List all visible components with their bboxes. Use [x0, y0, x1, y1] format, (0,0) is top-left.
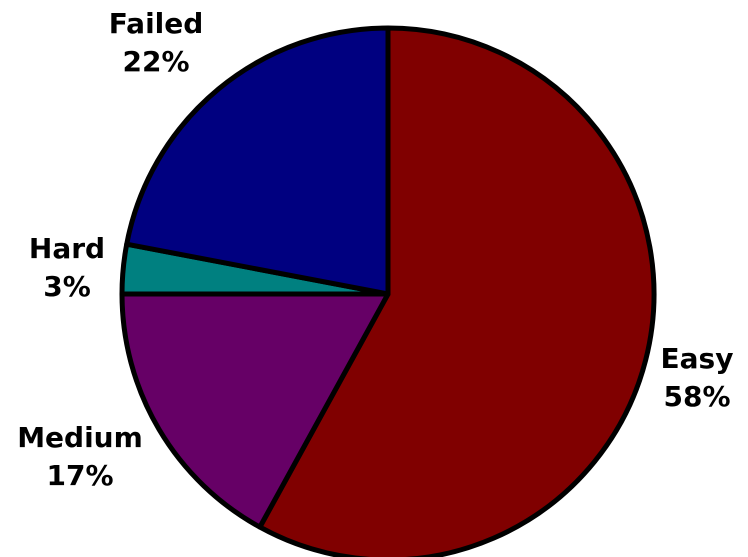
slice-label-hard: Hard 3%	[29, 232, 105, 303]
slice-percent-hard: 3%	[43, 270, 91, 303]
slice-label-easy: Easy 58%	[661, 342, 734, 413]
slice-label-medium: Medium 17%	[17, 421, 143, 492]
slice-name-medium: Medium	[17, 421, 143, 454]
slice-label-failed: Failed 22%	[109, 7, 204, 78]
slice-name-hard: Hard	[29, 232, 105, 265]
slice-percent-failed: 22%	[122, 45, 189, 78]
pie-slice-easy	[257, 25, 657, 557]
pie-slices	[119, 25, 657, 557]
slice-name-easy: Easy	[661, 342, 734, 375]
slice-percent-medium: 17%	[46, 459, 113, 492]
pie-slice-medium	[119, 291, 391, 530]
pie-slice-failed	[124, 25, 391, 297]
slice-name-failed: Failed	[109, 7, 204, 40]
slice-percent-easy: 58%	[663, 380, 730, 413]
